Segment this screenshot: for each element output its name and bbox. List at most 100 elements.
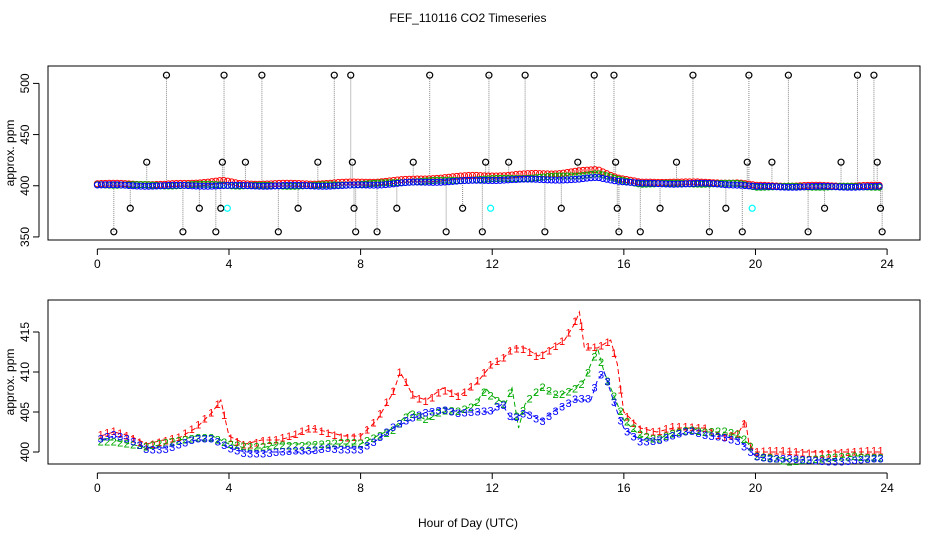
series-3-point: [157, 182, 165, 190]
series-3-point: [93, 181, 101, 189]
series-3-point: [559, 176, 567, 184]
series-1-label: 1: [592, 342, 598, 354]
series-2-label: 2: [592, 352, 598, 364]
series-2-point: [196, 180, 204, 188]
series-1-point: [524, 170, 532, 178]
series-3-point: [816, 182, 824, 190]
series-2-label: 2: [877, 453, 883, 465]
series-1-point: [516, 170, 524, 178]
series-2-label: 2: [260, 442, 266, 454]
series-3-point: [855, 183, 863, 191]
series-2-label: 2: [773, 454, 779, 466]
series-3-point: [180, 181, 188, 189]
outlier-point: [347, 71, 355, 79]
series-3-label: 3: [429, 407, 435, 419]
series-3-label: 3: [630, 432, 636, 444]
series-2-label: 2: [864, 452, 870, 464]
series-3-point: [484, 176, 492, 184]
series-3-point: [105, 181, 113, 189]
series-3-point: [437, 178, 445, 186]
series-3-label: 3: [241, 448, 247, 460]
outlier-point: [743, 158, 751, 166]
series-3-point: [658, 180, 666, 188]
series-1-label: 1: [455, 391, 461, 403]
series-2-label: 2: [617, 406, 623, 418]
series-2-label: 2: [494, 395, 500, 407]
series-3-label: 3: [117, 431, 123, 443]
outlier-point: [541, 228, 549, 236]
outlier-point: [393, 204, 401, 212]
series-1-label: 1: [195, 419, 201, 431]
series-3-point: [840, 183, 848, 191]
series-1-label: 1: [877, 446, 883, 458]
series-3-point: [208, 182, 216, 190]
series-3-label: 3: [507, 411, 513, 423]
series-3-point: [599, 174, 607, 182]
outlier-point: [110, 228, 118, 236]
series-1-point: [571, 167, 579, 175]
series-2-point: [200, 180, 208, 188]
series-2-label: 2: [163, 437, 169, 449]
series-2-label: 2: [234, 440, 240, 452]
series-1-label: 1: [293, 429, 299, 441]
series-2-label: 2: [721, 426, 727, 438]
series-3-point: [239, 181, 247, 189]
series-3-point: [875, 182, 883, 190]
series-3-point: [496, 176, 504, 184]
series-1-label: 1: [358, 431, 364, 443]
series-3-label: 3: [682, 426, 688, 438]
series-2-label: 2: [553, 389, 559, 401]
series-2-point: [607, 173, 615, 181]
series-3-point: [713, 180, 721, 188]
series-3-label: 3: [195, 434, 201, 446]
series-2-point: [492, 174, 500, 182]
series-2-point: [615, 175, 623, 183]
series-2-label: 2: [325, 438, 331, 450]
series-3-label: 3: [293, 446, 299, 458]
top-x-tick-label: 8: [357, 257, 364, 271]
series-2-label: 2: [871, 453, 877, 465]
series-3-point: [508, 176, 516, 184]
series-3-label: 3: [176, 440, 182, 452]
series-2-label: 2: [572, 384, 578, 396]
series-2-label: 2: [397, 419, 403, 431]
series-3-point: [164, 181, 172, 189]
series-1-label: 1: [254, 437, 260, 449]
series-1-label: 1: [325, 428, 331, 440]
series-2-label: 2: [247, 441, 253, 453]
series-2-label: 2: [202, 433, 208, 445]
series-3-point: [678, 180, 686, 188]
series-2-label: 2: [319, 439, 325, 451]
series-1-label: 1: [676, 421, 682, 433]
series-3-point: [563, 176, 571, 184]
top-y-axis-label: approx. ppm: [3, 120, 17, 187]
series-3-point: [800, 183, 808, 191]
series-3-label: 3: [371, 437, 377, 449]
series-2-label: 2: [780, 455, 786, 467]
series-2-label: 2: [332, 438, 338, 450]
outlier-point: [373, 228, 381, 236]
series-3-point: [113, 181, 121, 189]
series-3-point: [753, 182, 761, 190]
series-3-point: [397, 179, 405, 187]
series-3-label: 3: [728, 435, 734, 447]
series-1-point: [457, 172, 465, 180]
series-2-label: 2: [682, 426, 688, 438]
series-2-label: 2: [384, 428, 390, 440]
series-2-label: 2: [527, 393, 533, 405]
series-3-point: [804, 183, 812, 191]
series-2-label: 2: [819, 453, 825, 465]
series-3-point: [97, 181, 105, 189]
series-3-point: [607, 176, 615, 184]
series-2-point: [437, 176, 445, 184]
series-3-label: 3: [559, 402, 565, 414]
series-2-label: 2: [293, 441, 299, 453]
top-y-tick-label: 500: [18, 73, 32, 93]
series-2-point: [567, 172, 575, 180]
series-1-label: 1: [819, 449, 825, 461]
series-3-label: 3: [234, 446, 240, 458]
bottom-y-tick-label: 400: [18, 442, 32, 462]
series-2-label: 2: [533, 387, 539, 399]
series-1-label: 1: [267, 435, 273, 447]
outlier-point: [212, 228, 220, 236]
